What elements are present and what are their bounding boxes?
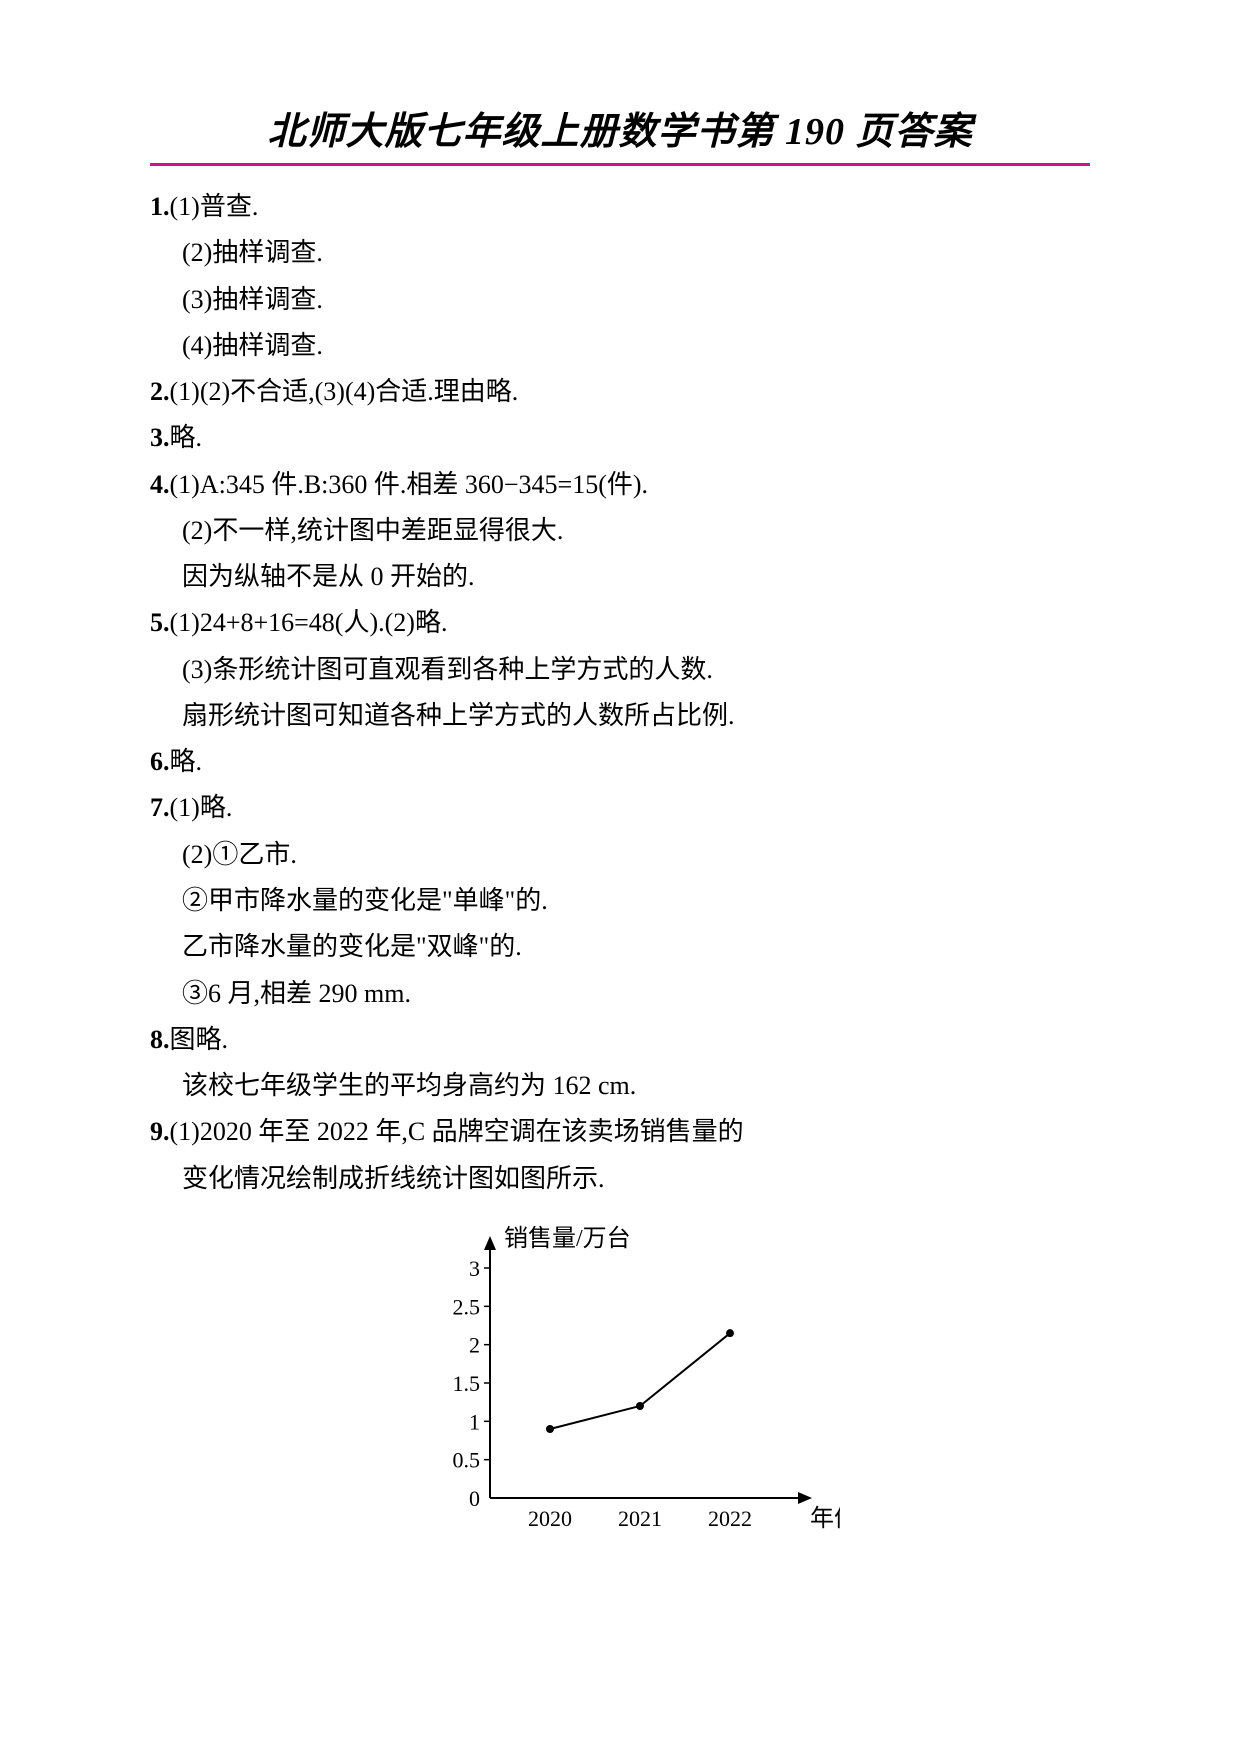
q4-a: (1)A:345 件.B:360 件.相差 360−345=15(件). — [170, 470, 649, 499]
q5-line1: 5.(1)24+8+16=48(人).(2)略. — [150, 600, 1090, 646]
svg-text:2020: 2020 — [528, 1506, 572, 1531]
q6-num: 6. — [150, 747, 170, 776]
svg-text:年份: 年份 — [810, 1505, 840, 1532]
q7-d: 乙市降水量的变化是"双峰"的. — [150, 924, 1090, 970]
q2-text: (1)(2)不合适,(3)(4)合适.理由略. — [170, 377, 519, 406]
chart-container: 0 0.5 1 1.5 2 2.5 3 销售量/万台 2020 2021 2022 年份 — [150, 1208, 1090, 1548]
q3-num: 3. — [150, 423, 170, 452]
svg-text:2.5: 2.5 — [453, 1294, 481, 1319]
page-title: 北师大版七年级上册数学书第 190 页答案 — [150, 100, 1090, 166]
q1-b: (2)抽样调查. — [150, 230, 1090, 276]
page: 北师大版七年级上册数学书第 190 页答案 1.(1)普查. (2)抽样调查. … — [0, 0, 1240, 1608]
q5-b: (3)条形统计图可直观看到各种上学方式的人数. — [150, 647, 1090, 693]
q1-line1: 1.(1)普查. — [150, 184, 1090, 230]
q5-c: 扇形统计图可知道各种上学方式的人数所占比例. — [150, 693, 1090, 739]
q2-num: 2. — [150, 377, 170, 406]
svg-text:0: 0 — [469, 1486, 480, 1511]
q7-a: (1)略. — [170, 793, 233, 822]
svg-text:3: 3 — [469, 1256, 480, 1281]
q6-text: 略. — [170, 747, 203, 776]
q4-c: 因为纵轴不是从 0 开始的. — [150, 554, 1090, 600]
line-chart: 0 0.5 1 1.5 2 2.5 3 销售量/万台 2020 2021 2022 年份 — [400, 1208, 840, 1548]
svg-text:1.5: 1.5 — [453, 1371, 481, 1396]
q2-line: 2.(1)(2)不合适,(3)(4)合适.理由略. — [150, 369, 1090, 415]
q8-num: 8. — [150, 1025, 170, 1054]
q4-num: 4. — [150, 470, 170, 499]
q5-a: (1)24+8+16=48(人).(2)略. — [170, 608, 448, 637]
q9-a: (1)2020 年至 2022 年,C 品牌空调在该卖场销售量的 — [170, 1117, 744, 1146]
q8-b: 该校七年级学生的平均身高约为 162 cm. — [150, 1063, 1090, 1109]
q4-b: (2)不一样,统计图中差距显得很大. — [150, 508, 1090, 554]
q7-c: ②甲市降水量的变化是"单峰"的. — [150, 878, 1090, 924]
q7-line1: 7.(1)略. — [150, 785, 1090, 831]
q7-b: (2)①乙市. — [150, 832, 1090, 878]
q5-num: 5. — [150, 608, 170, 637]
q1-a: (1)普查. — [170, 192, 259, 221]
svg-text:2022: 2022 — [708, 1506, 752, 1531]
q9-b: 变化情况绘制成折线统计图如图所示. — [150, 1156, 1090, 1202]
q1-c: (3)抽样调查. — [150, 277, 1090, 323]
q1-num: 1. — [150, 192, 170, 221]
q9-line1: 9.(1)2020 年至 2022 年,C 品牌空调在该卖场销售量的 — [150, 1109, 1090, 1155]
answers-block: 1.(1)普查. (2)抽样调查. (3)抽样调查. (4)抽样调查. 2.(1… — [150, 184, 1090, 1548]
svg-text:2021: 2021 — [618, 1506, 662, 1531]
q4-line1: 4.(1)A:345 件.B:360 件.相差 360−345=15(件). — [150, 462, 1090, 508]
svg-text:0.5: 0.5 — [453, 1448, 481, 1473]
q3-line: 3.略. — [150, 415, 1090, 461]
q8-a: 图略. — [170, 1025, 229, 1054]
q3-text: 略. — [170, 423, 203, 452]
svg-text:销售量/万台: 销售量/万台 — [504, 1225, 631, 1252]
q7-e: ③6 月,相差 290 mm. — [150, 971, 1090, 1017]
svg-text:1: 1 — [469, 1409, 480, 1434]
q9-num: 9. — [150, 1117, 170, 1146]
q6-line: 6.略. — [150, 739, 1090, 785]
q1-d: (4)抽样调查. — [150, 323, 1090, 369]
q8-line1: 8.图略. — [150, 1017, 1090, 1063]
q7-num: 7. — [150, 793, 170, 822]
svg-text:2: 2 — [469, 1333, 480, 1358]
